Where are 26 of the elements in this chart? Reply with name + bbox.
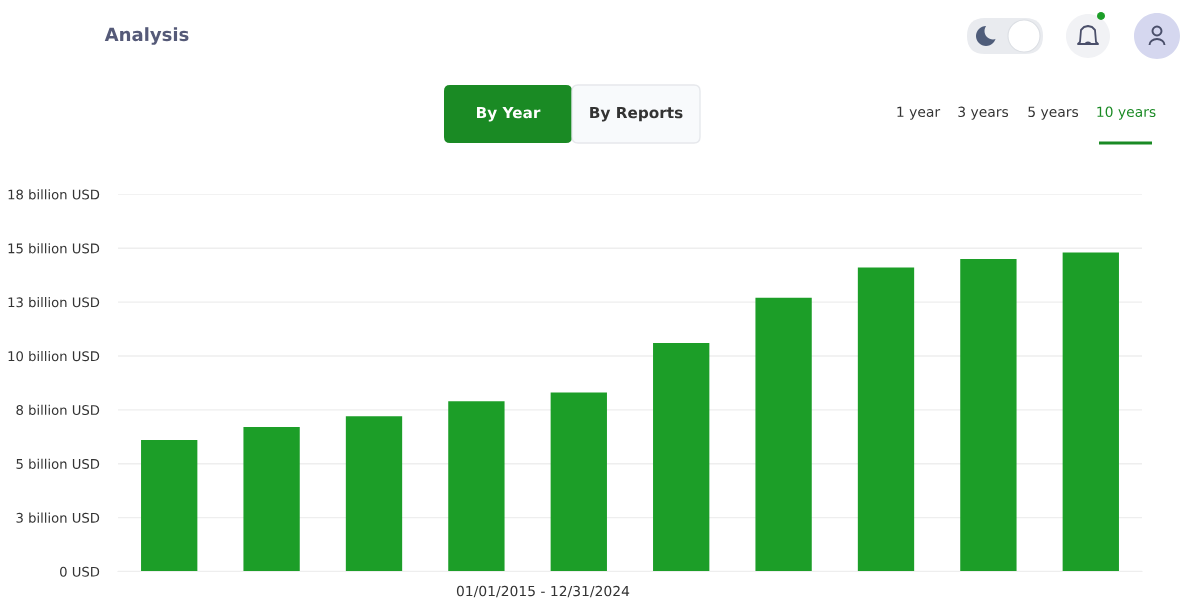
- y-tick-label: 13 billion USD: [8, 297, 100, 308]
- bar: [448, 401, 505, 572]
- text: 5 years: [1028, 106, 1079, 120]
- y-tick-label: 0 USD: [60, 566, 100, 577]
- y-tick-label: 8 billion USD: [16, 404, 100, 416]
- text: Analysis: [104, 27, 189, 45]
- bar: [550, 392, 607, 572]
- x-axis-title: 01/01/2015 - 12/31/2024: [456, 585, 630, 598]
- text: By Year: [477, 106, 541, 122]
- bar: [653, 343, 710, 572]
- y-tick-label: 10 billion USD: [8, 350, 100, 362]
- bar: [857, 267, 915, 572]
- text: 10 years: [1097, 106, 1156, 120]
- bar: [243, 427, 300, 572]
- y-tick-label: 3 billion USD: [16, 512, 100, 523]
- bar: [960, 258, 1017, 572]
- y-tick-label: 15 billion USD: [8, 243, 100, 254]
- text: 1 year: [897, 106, 941, 120]
- bar: [755, 297, 812, 572]
- bar: [141, 440, 198, 572]
- y-tick-label: 18 billion USD: [8, 189, 100, 200]
- text: By Reports: [590, 106, 683, 122]
- bar: [1062, 252, 1119, 572]
- bar: [345, 416, 403, 572]
- text: 3 years: [958, 106, 1009, 120]
- y-tick-label: 5 billion USD: [16, 458, 100, 469]
